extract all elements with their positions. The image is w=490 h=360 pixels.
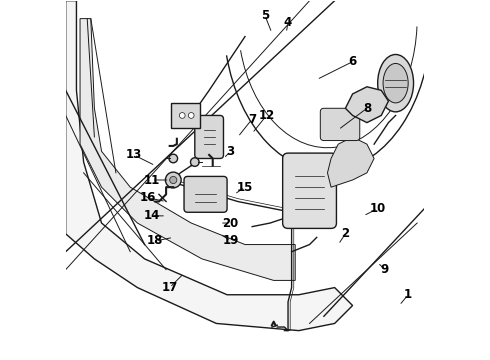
Text: 9: 9 xyxy=(381,263,389,276)
Text: 6: 6 xyxy=(348,55,357,68)
FancyBboxPatch shape xyxy=(172,103,200,128)
Text: 19: 19 xyxy=(222,234,239,247)
FancyBboxPatch shape xyxy=(283,153,337,228)
Circle shape xyxy=(166,172,181,188)
FancyBboxPatch shape xyxy=(184,176,227,212)
Polygon shape xyxy=(345,87,389,123)
Polygon shape xyxy=(66,1,353,330)
Text: 4: 4 xyxy=(284,16,292,29)
Text: 13: 13 xyxy=(126,148,142,161)
Circle shape xyxy=(179,113,185,118)
Text: 17: 17 xyxy=(162,281,178,294)
Text: 2: 2 xyxy=(342,227,349,240)
Text: 20: 20 xyxy=(222,216,239,230)
Text: 12: 12 xyxy=(258,109,274,122)
Text: 15: 15 xyxy=(237,181,253,194)
Circle shape xyxy=(169,154,177,163)
Ellipse shape xyxy=(378,54,414,112)
Text: 5: 5 xyxy=(261,9,269,22)
Text: 8: 8 xyxy=(363,102,371,115)
Text: 14: 14 xyxy=(144,210,160,222)
Text: 10: 10 xyxy=(369,202,386,215)
Ellipse shape xyxy=(383,63,408,103)
Text: 18: 18 xyxy=(147,234,164,247)
Polygon shape xyxy=(327,137,374,187)
Circle shape xyxy=(188,113,194,118)
Circle shape xyxy=(191,158,199,166)
Circle shape xyxy=(170,176,177,184)
Polygon shape xyxy=(80,19,295,280)
FancyBboxPatch shape xyxy=(195,116,223,158)
Text: 16: 16 xyxy=(140,192,156,204)
Text: 3: 3 xyxy=(226,145,235,158)
Text: 7: 7 xyxy=(248,113,256,126)
Text: 11: 11 xyxy=(144,174,160,186)
Text: 1: 1 xyxy=(404,288,412,301)
FancyBboxPatch shape xyxy=(320,108,360,140)
